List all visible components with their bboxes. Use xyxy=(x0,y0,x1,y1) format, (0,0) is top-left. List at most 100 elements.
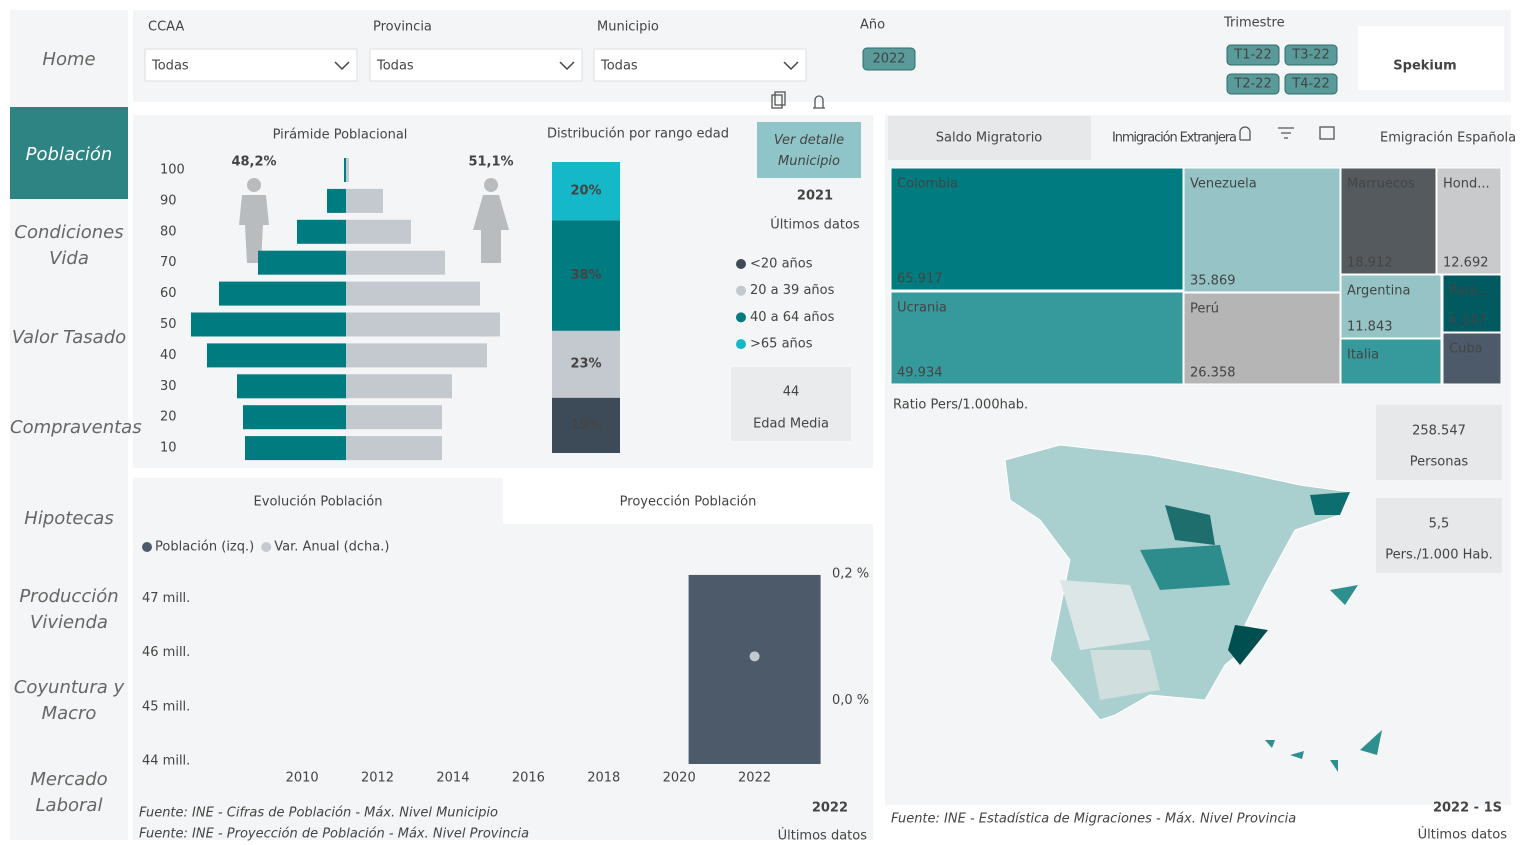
year-button[interactable] xyxy=(862,47,916,71)
data-label: 38% xyxy=(570,268,601,283)
pyramid-bar xyxy=(346,188,383,213)
x-tick-label: 2010 xyxy=(286,771,319,786)
kpi-box xyxy=(1376,498,1502,573)
dropdown-arrow xyxy=(783,61,799,71)
age-label: 40 xyxy=(160,348,177,363)
kpi-value: 5,5 xyxy=(1429,517,1450,532)
spain-map xyxy=(1004,444,1382,772)
cell-label: Argentina xyxy=(1347,284,1410,299)
pyramid-bar xyxy=(207,343,346,368)
year: 2022 xyxy=(812,801,848,816)
stack-segment xyxy=(552,397,620,453)
stack-segment xyxy=(552,162,620,221)
filter-dropdown[interactable] xyxy=(369,48,583,82)
legend-label: <20 años xyxy=(750,257,813,272)
kpi-value: 258.547 xyxy=(1412,424,1466,439)
tab[interactable]: Saldo Migratorio xyxy=(936,131,1043,146)
pyramid-bar xyxy=(346,343,487,368)
pyramid-bar xyxy=(191,312,346,337)
age-label: 10 xyxy=(160,441,177,456)
quarter-button[interactable] xyxy=(1226,44,1280,66)
pyramid-bar xyxy=(346,374,452,399)
nav-item[interactable]: Coyuntura y Macro xyxy=(13,677,125,724)
quarter-button[interactable] xyxy=(1226,73,1280,95)
kpi-box xyxy=(731,367,851,441)
tab[interactable]: Inmigración Extranjera xyxy=(1112,131,1237,146)
source-note: Fuente: INE - Cifras de Población - Máx.… xyxy=(139,806,498,821)
tab-inactive xyxy=(503,478,873,524)
cell-value: 26.358 xyxy=(1190,366,1236,381)
filter-label: Municipio xyxy=(597,20,659,35)
share-label: 48,2% xyxy=(231,155,276,170)
year-option[interactable]: 2022 xyxy=(872,52,905,67)
cell-label: Hond... xyxy=(1443,177,1490,192)
legend-swatch xyxy=(736,259,746,269)
logo: Spekium xyxy=(1393,59,1456,74)
pyramid-bar xyxy=(258,250,346,275)
tab[interactable]: Evolución Población xyxy=(254,495,383,510)
filter-dropdown[interactable] xyxy=(593,48,807,82)
nav-item[interactable]: Home xyxy=(42,49,96,70)
legend-label: >65 años xyxy=(750,337,813,352)
x-tick-label: 2016 xyxy=(512,771,545,786)
stack-segment xyxy=(552,220,620,331)
pyramid-bar xyxy=(346,312,500,337)
quarter-button[interactable] xyxy=(1284,73,1338,95)
cell-value: 35.869 xyxy=(1190,274,1236,289)
toolbar-icons xyxy=(771,91,1335,141)
kpi-label: Pers./1.000 Hab. xyxy=(1385,548,1492,563)
nav-item[interactable]: Mercado Laboral xyxy=(30,769,108,816)
pyramid-bar xyxy=(346,436,442,461)
tab[interactable]: Emigración Española xyxy=(1380,131,1516,146)
treemap-cell xyxy=(1442,332,1502,385)
x-tick-label: 2020 xyxy=(663,771,696,786)
pyramid-bar xyxy=(346,281,480,306)
x-tick-label: 2018 xyxy=(587,771,620,786)
detail-button[interactable] xyxy=(757,122,861,178)
cell-value: 65.917 xyxy=(897,272,943,287)
kpi-label: Edad Media xyxy=(753,417,829,432)
data-label: 20% xyxy=(570,184,601,199)
legend-swatch xyxy=(736,312,746,323)
cell-label: Marruecos xyxy=(1347,177,1415,192)
year-note: Últimos datos xyxy=(770,217,860,233)
year: 2021 xyxy=(797,189,833,204)
chart-title: Distribución por rango edad xyxy=(547,127,729,142)
y-tick-label: 45 mill. xyxy=(142,699,190,714)
filter-dropdown[interactable] xyxy=(144,48,358,82)
quarter-option[interactable]: T3-22 xyxy=(1291,48,1329,63)
age-label: 100 xyxy=(160,163,185,178)
quarter-option[interactable]: T4-22 xyxy=(1291,77,1329,92)
year-filter-label: Año xyxy=(860,18,885,33)
filter-value: Todas xyxy=(376,59,414,74)
nav-item[interactable]: Población xyxy=(25,144,113,165)
legend-label: Población (izq.) xyxy=(155,540,254,555)
age-label: 90 xyxy=(160,193,177,208)
filter-value: Todas xyxy=(600,59,638,74)
y-tick-label: 46 mill. xyxy=(142,645,190,660)
x-tick-label: 2012 xyxy=(361,771,394,786)
nav-item[interactable]: Valor Tasado xyxy=(11,327,127,348)
quarter-option[interactable]: T1-22 xyxy=(1233,48,1271,63)
detail-button-label[interactable]: Ver detalle Municipio xyxy=(774,133,844,169)
cell-label: Venezuela xyxy=(1190,177,1257,192)
quarter-filter-label: Trimestre xyxy=(1223,16,1285,31)
nav-item[interactable]: Hipotecas xyxy=(24,508,114,529)
y2-tick-label: 0,0 % xyxy=(832,693,869,708)
nav-item[interactable]: Compraventas xyxy=(10,417,142,438)
tab[interactable]: Proyección Población xyxy=(620,495,757,510)
kpi-box xyxy=(1376,405,1502,480)
pyramid-bar xyxy=(346,219,411,244)
nav-active xyxy=(10,107,128,199)
nav-item[interactable]: Producción Vivienda xyxy=(19,586,119,633)
treemap-cell xyxy=(1183,292,1341,385)
cell-value: 12.692 xyxy=(1443,256,1489,271)
period-note: Últimos datos xyxy=(1418,827,1508,843)
quarter-option[interactable]: T2-22 xyxy=(1233,77,1271,92)
y-tick-label: 47 mill. xyxy=(142,591,190,606)
nav-item[interactable]: Condiciones Vida xyxy=(14,222,124,269)
dropdown-arrow xyxy=(334,61,350,71)
quarter-button[interactable] xyxy=(1284,44,1338,66)
legend-label: Var. Anual (dcha.) xyxy=(274,540,389,555)
treemap-cell xyxy=(1183,167,1341,293)
